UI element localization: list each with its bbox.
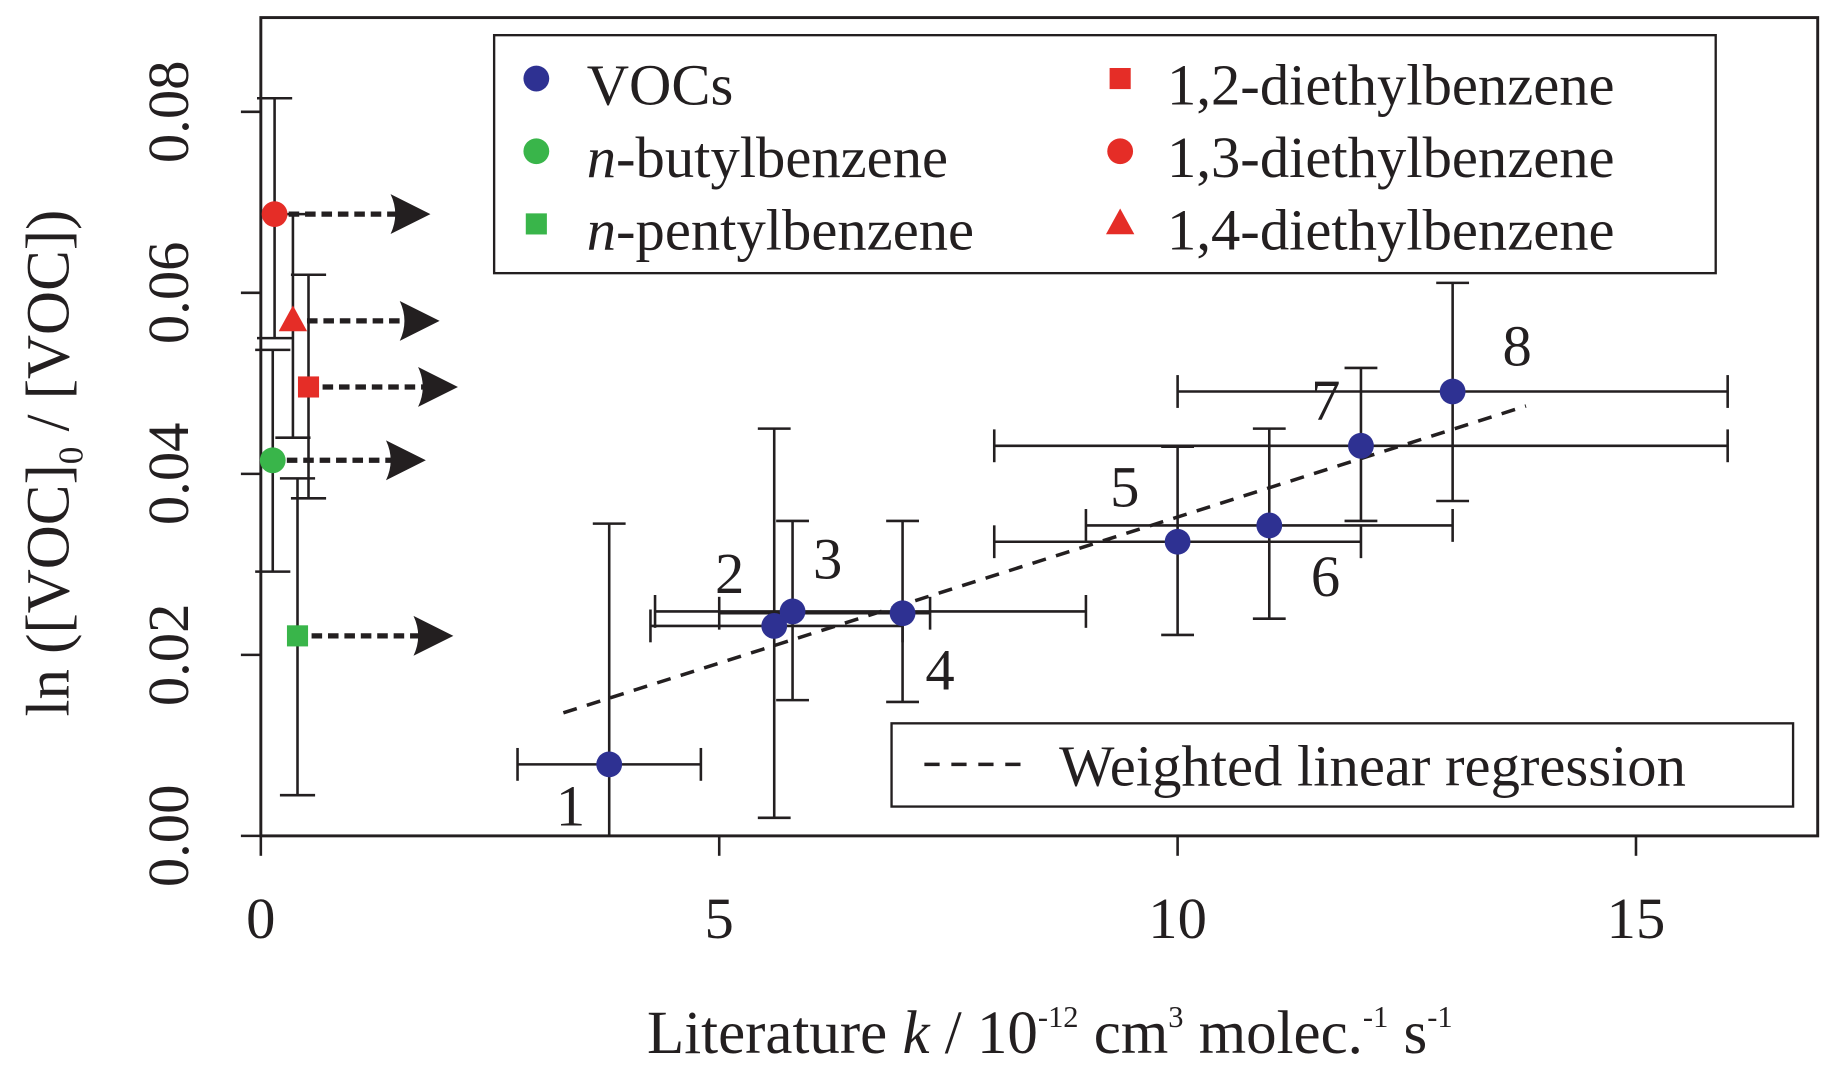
x-axis-label: Literature k / 10-12 cm3 molec.-1 s-1 bbox=[647, 1000, 1453, 1067]
point-label: 7 bbox=[1311, 368, 1340, 433]
legend-entry: n-pentylbenzene bbox=[587, 198, 974, 263]
legend-marker bbox=[525, 213, 547, 235]
arrow-head-icon bbox=[399, 300, 440, 341]
arrow-head-icon bbox=[390, 194, 431, 235]
regression-legend-label: Weighted linear regression bbox=[1059, 733, 1686, 798]
species-point bbox=[278, 305, 308, 332]
y-tick-label: 0.06 bbox=[136, 242, 201, 345]
point-label: 5 bbox=[1110, 455, 1139, 520]
x-tick-label: 10 bbox=[1148, 886, 1207, 951]
legend-marker bbox=[1109, 67, 1131, 90]
voc-point bbox=[1439, 378, 1466, 405]
x-tick-label: 15 bbox=[1607, 886, 1666, 951]
legend-entry: n-butylbenzene bbox=[587, 125, 948, 190]
voc-point bbox=[1348, 432, 1374, 459]
legend-marker bbox=[1105, 208, 1135, 235]
legend-entry: VOCs bbox=[587, 52, 734, 117]
point-label: 4 bbox=[925, 637, 954, 702]
legend-marker bbox=[523, 65, 550, 92]
y-tick-label: 0.08 bbox=[136, 61, 201, 164]
regression-legend-box bbox=[890, 722, 1795, 808]
y-axis-label: ln ([VOC]0 / [VOC]) bbox=[16, 210, 91, 717]
legend-entry: 1,4-diethylbenzene bbox=[1167, 198, 1615, 263]
point-label: 8 bbox=[1502, 314, 1531, 379]
point-label: 3 bbox=[813, 527, 842, 592]
legend-box bbox=[492, 33, 1717, 275]
arrow-head-icon bbox=[385, 440, 426, 481]
voc-point bbox=[1164, 528, 1191, 555]
point-label: 2 bbox=[715, 541, 744, 606]
legend-marker bbox=[1107, 138, 1134, 165]
species-point bbox=[297, 376, 320, 398]
legend-entry: 1,3-diethylbenzene bbox=[1167, 125, 1615, 190]
plot-frame bbox=[259, 16, 1820, 838]
y-tick-label: 0.02 bbox=[136, 604, 201, 707]
voc-point bbox=[779, 598, 806, 625]
y-tick-label: 0.00 bbox=[136, 785, 201, 888]
voc-point bbox=[596, 751, 623, 778]
point-label: 1 bbox=[556, 773, 585, 838]
y-tick-label: 0.04 bbox=[136, 423, 201, 526]
arrow-head-icon bbox=[413, 615, 454, 656]
regression-line bbox=[562, 404, 1527, 715]
legend-entry: 1,2-diethylbenzene bbox=[1167, 52, 1615, 117]
regression-legend: Weighted linear regression bbox=[890, 722, 1795, 808]
legend-marker bbox=[523, 138, 550, 165]
voc-point bbox=[1256, 512, 1283, 539]
x-tick-label: 5 bbox=[705, 886, 734, 951]
species-point bbox=[261, 201, 288, 228]
x-tick-label: 0 bbox=[246, 886, 275, 951]
legend: VOCs n-butylbenzene n-pentylbenzene 1,2-die… bbox=[492, 33, 1717, 275]
arrow-head-icon bbox=[418, 367, 458, 407]
voc-point bbox=[761, 613, 788, 639]
species-point bbox=[259, 447, 286, 474]
voc-point bbox=[889, 600, 916, 627]
species-point bbox=[286, 625, 309, 647]
point-label: 6 bbox=[1311, 544, 1340, 609]
